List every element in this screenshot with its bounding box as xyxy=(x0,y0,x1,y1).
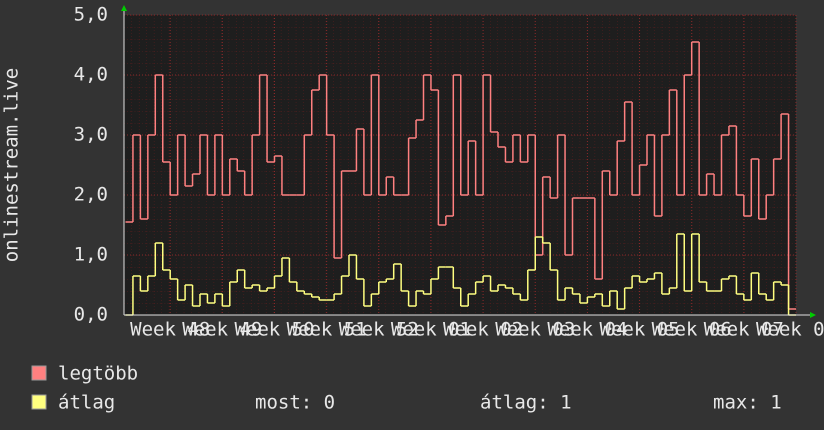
x-tick-label: Week 03 xyxy=(495,319,575,341)
x-tick-label: Week 05 xyxy=(600,319,680,341)
x-tick-label: Week 49 xyxy=(182,319,262,341)
x-tick-label: Week 06 xyxy=(652,319,732,341)
x-tick-label: Week 04 xyxy=(547,319,627,341)
x-tick-label: Week 52 xyxy=(339,319,419,341)
y-tick-label: 2,0 xyxy=(74,184,108,206)
y-tick-label: 5,0 xyxy=(74,4,108,26)
stat-now: most: 0 xyxy=(255,392,335,414)
y-tick-label: 0,0 xyxy=(74,304,108,326)
y-axis-label: onlinestream.live xyxy=(1,68,23,262)
legend-swatch xyxy=(31,394,47,410)
x-tick-label: Week 02 xyxy=(443,319,523,341)
axis-arrow xyxy=(121,5,127,11)
stat-avg: átlag: 1 xyxy=(480,392,572,414)
x-tick-label: Week 07 xyxy=(704,319,784,341)
x-tick-label: Week 48 xyxy=(130,319,210,341)
x-tick-label: Week 08 xyxy=(756,319,824,341)
axis-arrow xyxy=(810,312,816,318)
legend-label: legtöbb xyxy=(58,363,138,385)
stat-max: max: 1 xyxy=(713,392,782,414)
x-tick-label: Week 50 xyxy=(234,319,314,341)
x-tick-label: Week 51 xyxy=(287,319,367,341)
x-tick-label: Week 01 xyxy=(391,319,471,341)
y-tick-label: 1,0 xyxy=(74,244,108,266)
legend: legtöbb átlag xyxy=(31,363,138,414)
legend-label: átlag xyxy=(58,392,115,414)
y-tick-label: 3,0 xyxy=(74,124,108,146)
y-tick-label: 4,0 xyxy=(74,64,108,86)
legend-swatch xyxy=(31,365,47,381)
